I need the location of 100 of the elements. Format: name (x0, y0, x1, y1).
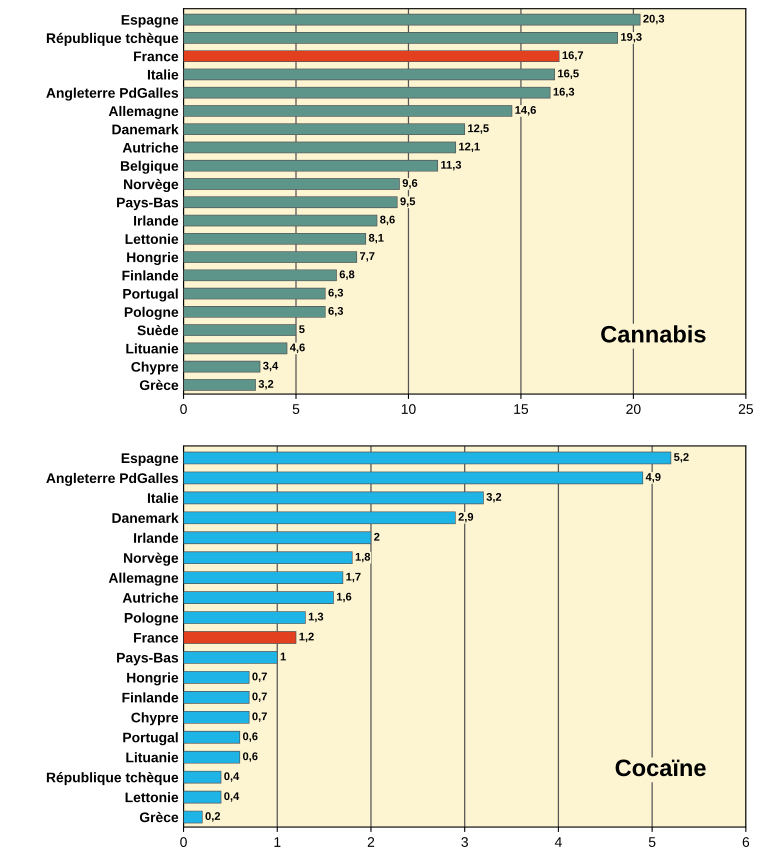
bar (184, 671, 250, 684)
y-tick-label: Portugal (123, 288, 178, 302)
y-tick-label: France (134, 52, 178, 62)
x-tick-label: 5 (648, 837, 656, 847)
y-tick-label: Italie (148, 69, 178, 80)
y-tick-label: Allemagne (108, 106, 178, 119)
data-label: 1,6 (336, 592, 352, 602)
y-tick-label: Allemagne (108, 572, 178, 586)
y-tick-label: Norvège (124, 552, 178, 566)
bar (184, 710, 250, 724)
y-tick-label: Espagne (122, 15, 178, 28)
y-tick-label: Angleterre PdGalles (46, 472, 178, 486)
y-tick-label: Irlande (134, 215, 178, 226)
y-tick-label: Italie (148, 492, 178, 504)
annotation: Cannabis (601, 325, 706, 343)
data-label: 3,2 (258, 380, 274, 390)
y-tick-label: République tchèque (46, 772, 178, 786)
data-label: 16,5 (558, 70, 579, 80)
data-label: 0,7 (252, 692, 267, 702)
data-label: 14,6 (515, 106, 536, 116)
y-tick-label: Pologne (124, 306, 178, 320)
data-label: 6,8 (340, 270, 354, 280)
data-label: 8,6 (380, 216, 395, 226)
y-tick-label: Angleterre PdGalles (46, 88, 178, 101)
data-label: 2,9 (458, 512, 474, 522)
y-tick-label: Lettonie (126, 234, 178, 244)
y-tick-label: Grèce (140, 380, 178, 390)
data-label: 3,4 (263, 362, 278, 372)
y-tick-label: Grèce (140, 812, 178, 822)
x-tick-label: 2 (368, 837, 374, 847)
y-tick-label: Hongrie (127, 252, 178, 266)
bar (184, 342, 288, 354)
bar (184, 730, 240, 744)
data-label: 1,3 (308, 612, 324, 622)
data-label: 0,4 (224, 772, 240, 782)
data-label: 16,7 (562, 51, 584, 61)
bar (184, 770, 222, 784)
data-label: 1,2 (299, 632, 314, 642)
y-tick-label: Danemark (112, 124, 179, 134)
bar (184, 750, 240, 764)
bar (184, 810, 203, 824)
y-tick-label: France (134, 632, 178, 643)
y-tick-label: Suède (137, 324, 178, 336)
data-label: 0,6 (242, 752, 258, 762)
data-label: 1,7 (346, 572, 361, 582)
x-tick-label: 1 (274, 837, 280, 847)
data-label: 11,3 (441, 160, 462, 170)
data-label: 1,8 (356, 552, 370, 562)
data-label: 0,2 (205, 812, 220, 822)
x-tick-label: 10 (402, 404, 416, 414)
bar (184, 360, 260, 372)
y-tick-label: Belgique (120, 160, 178, 174)
data-label: 16,3 (554, 88, 574, 98)
data-label: 0,4 (224, 792, 240, 802)
y-tick-label: Pays-Bas (117, 198, 178, 210)
data-label: 12,5 (468, 124, 489, 134)
data-label: 0,7 (252, 712, 267, 722)
y-tick-label: Hongrie (127, 672, 178, 686)
data-label: 6,3 (328, 306, 344, 316)
y-tick-label: Pays-Bas (117, 652, 178, 666)
y-tick-label: Irlande (134, 532, 178, 543)
x-tick-label: 3 (461, 837, 468, 847)
x-tick-label: 0 (180, 404, 187, 414)
y-tick-label: Chypre (131, 362, 178, 375)
y-tick-label: Norvège (124, 178, 178, 192)
data-label: 8,1 (368, 234, 384, 244)
data-label: 7,7 (360, 252, 374, 262)
data-label: 2 (374, 532, 380, 541)
x-tick-label: 15 (514, 404, 528, 414)
data-label: 0,7 (252, 672, 267, 682)
bar (184, 379, 256, 391)
data-label: 0,6 (242, 732, 258, 742)
bar (184, 691, 250, 704)
x-tick-label: 5 (292, 404, 300, 414)
data-label: 5 (299, 325, 305, 334)
x-tick-label: 6 (742, 837, 750, 847)
data-label: 19,3 (621, 32, 642, 42)
y-tick-label: Finlande (122, 270, 178, 280)
y-tick-label: Autriche (122, 142, 178, 153)
y-tick-label: Lituanie (126, 343, 178, 354)
annotation: Cocaïne (616, 759, 706, 776)
data-label: 4,9 (646, 473, 661, 483)
y-tick-label: Danemark (112, 512, 179, 523)
x-tick-label: 4 (554, 837, 562, 847)
data-label: 1 (280, 652, 286, 660)
x-tick-label: 0 (180, 837, 187, 847)
data-label: 6,3 (328, 288, 344, 298)
data-label: 9,5 (400, 197, 416, 207)
x-tick-label: 25 (738, 404, 753, 414)
data-label: 20,3 (643, 14, 664, 24)
y-tick-label: Autriche (122, 592, 178, 603)
y-tick-label: Espagne (122, 453, 178, 466)
y-tick-label: Lituanie (126, 752, 178, 762)
data-label: 3,2 (486, 492, 502, 502)
data-label: 9,6 (402, 179, 418, 189)
y-tick-label: Lettonie (126, 792, 178, 802)
y-tick-label: Portugal (123, 732, 178, 746)
data-label: 5,2 (674, 453, 689, 463)
data-label: 4,6 (290, 343, 305, 353)
y-tick-label: Finlande (122, 692, 178, 703)
